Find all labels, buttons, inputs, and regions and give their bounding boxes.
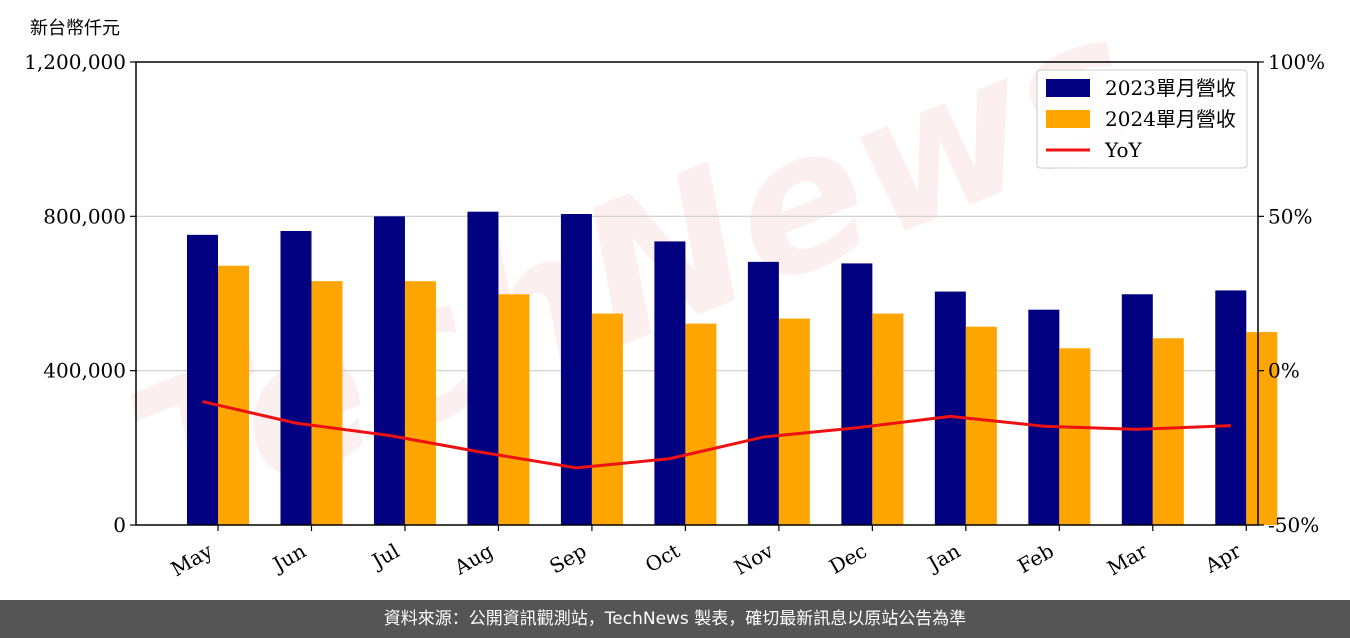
bar-2024-dec [872,313,904,525]
legend-label-0: 2023單月營收 [1105,76,1236,100]
legend-swatch-0 [1046,79,1090,97]
x-tick-label-mar: Mar [1103,538,1152,580]
y-tick-label: 400,000 [43,359,126,383]
bar-2023-aug [467,211,499,525]
x-tick-label-aug: Aug [449,538,497,579]
y2-tick-label: 50% [1268,204,1312,228]
bar-2023-feb [1028,309,1060,525]
x-tick-label-sep: Sep [545,539,590,579]
y-axis-unit-label: 新台幣仟元 [30,18,120,39]
y2-tick-label: 100% [1268,50,1325,74]
bar-2023-may [187,234,218,525]
x-tick-label-jul: Jul [366,539,403,574]
bar-2024-mar [1152,338,1184,525]
x-tick-label-feb: Feb [1013,539,1057,578]
legend-label-1: 2024單月營收 [1105,107,1236,131]
bar-2024-oct [685,323,717,525]
bar-2023-sep [560,214,592,526]
legend: 2023單月營收 2024單月營收 YoY [1036,69,1248,169]
bar-2023-oct [654,241,686,525]
plot-frame [135,61,1259,526]
bar-2024-feb [1059,348,1091,525]
yoy-line-layer [202,400,1231,470]
bars [187,211,1278,526]
bar-2024-nov [778,318,810,525]
x-tick-label-jan: Jan [922,538,964,576]
chart: TechNews 0 400,000 800,000 1,200,000 -50% 0% 5… [24,0,1325,581]
bar-2024-aug [498,294,530,525]
bar-2024-jul [404,281,436,525]
x-tick-label-jun: Jun [267,538,310,577]
source-footer: 資料來源：公開資訊觀測站，TechNews 製表，確切最新訊息以原站公告為準 [0,600,1350,638]
bar-2024-jun [311,281,343,525]
bar-2024-jan [965,326,997,525]
bar-2023-jun [280,230,312,525]
legend-swatch-1 [1046,110,1090,128]
bar-2023-jul [373,216,405,526]
legend-label-2: YoY [1104,138,1143,162]
bar-2023-dec [841,263,873,525]
bar-2024-apr [1246,332,1278,525]
bar-2023-apr [1215,290,1247,525]
y2-tick-label: 0% [1268,359,1300,383]
yoy-line [202,400,1231,470]
y-tick-label: 800,000 [43,204,126,228]
x-tick-label-dec: Dec [825,539,871,579]
watermark-text: TechNews [103,0,1167,570]
y-tick-label: 0 [113,513,126,537]
watermark: TechNews [103,0,1167,570]
bar-2024-may [218,265,249,525]
bar-2023-nov [747,261,779,525]
y-tick-label: 1,200,000 [24,50,126,74]
bar-2024-sep [591,313,623,525]
bar-2023-mar [1121,294,1153,525]
bar-2023-jan [934,291,966,525]
y2-tick-label: -50% [1268,513,1319,537]
x-tick-label-oct: Oct [641,539,684,578]
x-tick-label-nov: Nov [730,538,778,580]
x-tick-label-apr: Apr [1200,538,1245,578]
